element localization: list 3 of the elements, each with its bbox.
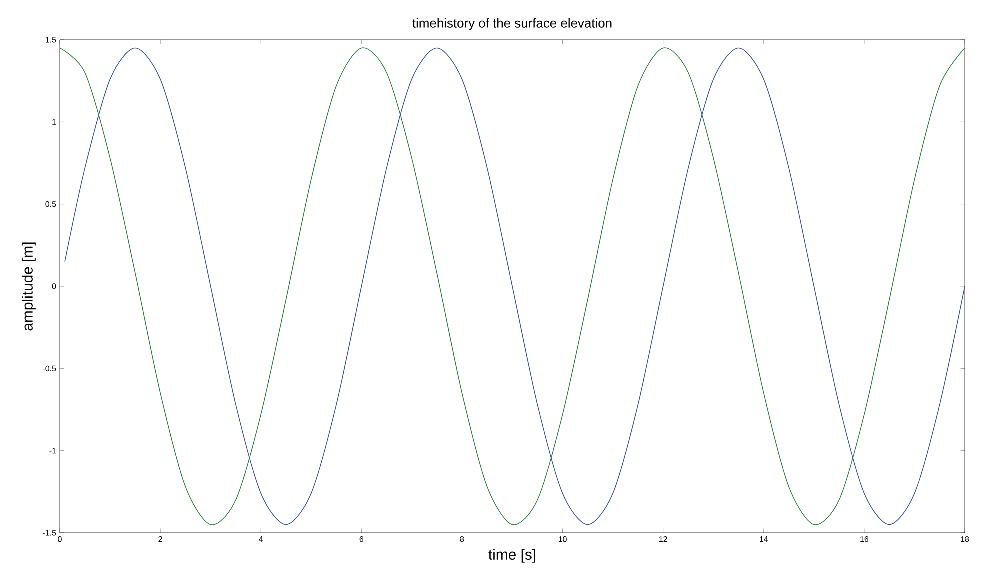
x-axis-title: time [s] — [488, 549, 536, 563]
y-axis-title: amplitude [m] — [22, 242, 36, 331]
chart-title: timehistory of the surface elevation — [412, 18, 612, 30]
